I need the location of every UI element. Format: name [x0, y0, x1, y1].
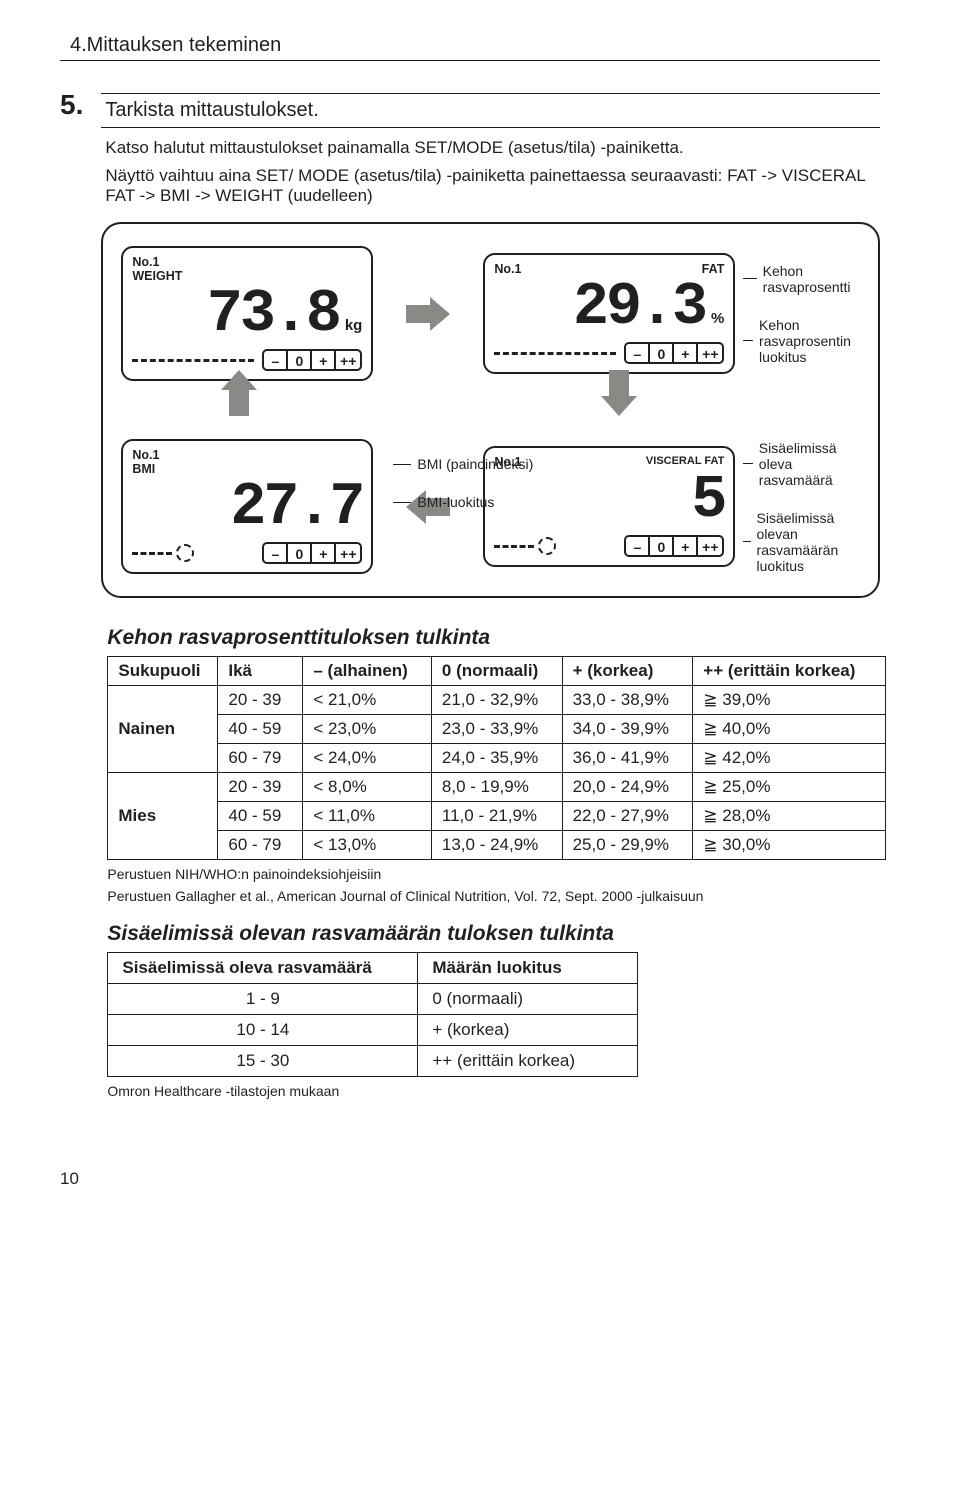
page-header: 4.Mittauksen tekeminen [60, 34, 880, 61]
lcd-weight-value: 73.8 [207, 285, 339, 345]
table2-title: Sisäelimissä olevan rasvamäärän tuloksen… [107, 922, 880, 946]
lcd-indicator-buttons: –0+++ [262, 349, 362, 371]
arrow-up-icon [221, 370, 257, 416]
lcd-bmi: No.1BMI 27.7 –0+++ [121, 439, 373, 574]
arrow-right-icon [406, 295, 450, 333]
lcd-weight: No.1WEIGHT 73.8kg –0+++ [121, 246, 373, 381]
step-title: Tarkista mittaustulokset. [101, 93, 880, 128]
lcd-indicator-buttons: –0+++ [624, 535, 724, 557]
lcd-indicator-buttons: –0+++ [624, 342, 724, 364]
page-number: 10 [60, 1169, 880, 1189]
lcd-bmi-value: 27.7 [230, 478, 362, 538]
lcd-fat: No.1FAT 29.3% –0+++ [483, 253, 735, 374]
diagram-box: No.1WEIGHT 73.8kg –0+++ No.1FAT 29.3% –0… [101, 222, 880, 598]
labels-vfat: Sisäelimissä oleva rasvamäärä Sisäelimis… [735, 440, 860, 574]
table1-foot1: Perustuen NIH/WHO:n painoindeksiohjeisii… [107, 866, 880, 882]
labels-fat: Kehon rasvaprosentti Kehon rasvaprosenti… [735, 263, 860, 365]
labels-bmi: BMI (painoindeksi) BMI-luokitus [393, 456, 533, 510]
table1-foot2: Perustuen Gallagher et al., American Jou… [107, 888, 880, 904]
step-desc-2: Näyttö vaihtuu aina SET/ MODE (asetus/ti… [105, 166, 880, 206]
arrow-down-icon [601, 370, 637, 416]
table2-foot: Omron Healthcare -tilastojen mukaan [107, 1083, 880, 1099]
lcd-vfat-value: 5 [691, 471, 724, 531]
table-visceral-fat: Sisäelimissä oleva rasvamääräMäärän luok… [107, 952, 638, 1077]
step-container: 5. Tarkista mittaustulokset. Katso halut… [60, 89, 880, 1099]
lcd-indicator-buttons: –0+++ [262, 542, 362, 564]
table-body-fat: Sukupuoli Ikä – (alhainen) 0 (normaali) … [107, 656, 886, 860]
step-desc-1: Katso halutut mittaustulokset painamalla… [105, 138, 880, 158]
table1-title: Kehon rasvaprosenttituloksen tulkinta [107, 626, 880, 650]
step-number: 5. [60, 89, 83, 121]
lcd-fat-value: 29.3 [573, 278, 705, 338]
